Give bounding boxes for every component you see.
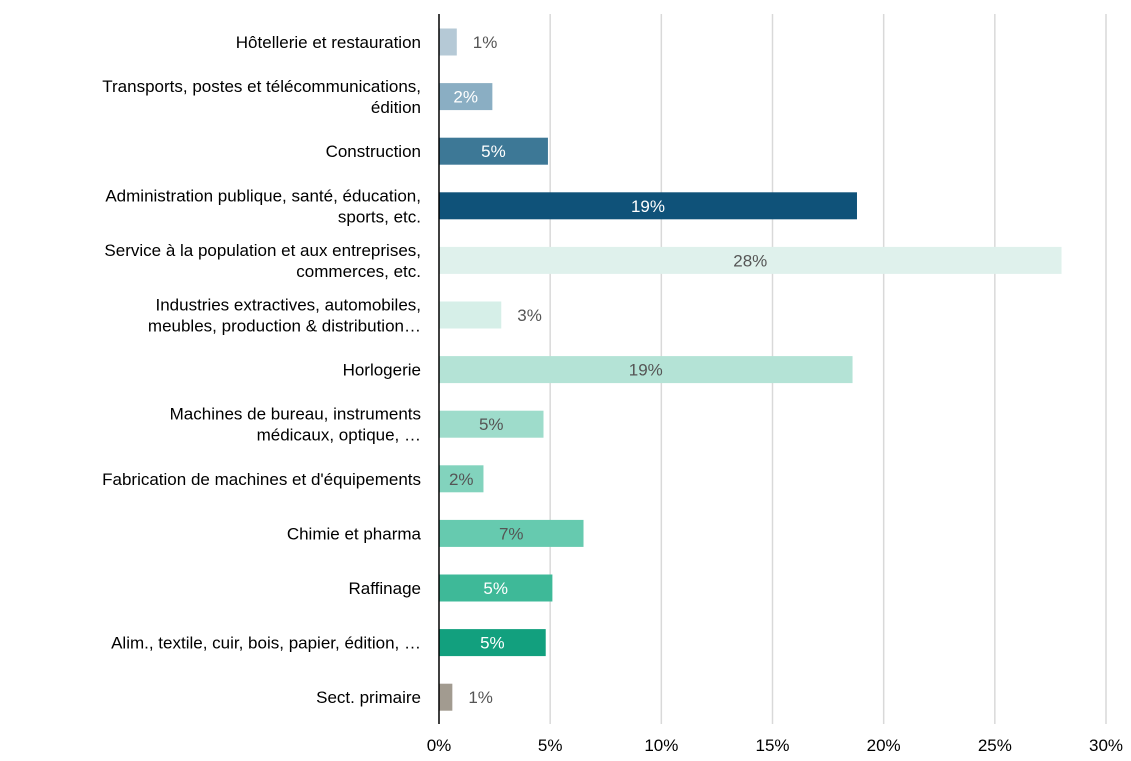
data-label: 1% [468, 688, 493, 707]
bar [439, 246, 1062, 274]
bar [439, 192, 857, 220]
bar [439, 519, 584, 547]
bar [439, 683, 453, 711]
x-tick-label: 5% [538, 736, 563, 755]
data-label: 5% [480, 634, 505, 653]
bar [439, 574, 553, 602]
data-label: 5% [483, 579, 508, 598]
category-label: Fabrication de machines et d'équipements [102, 470, 421, 489]
bar [439, 83, 493, 111]
data-label: 1% [473, 33, 498, 52]
data-label: 5% [481, 142, 506, 161]
category-label: Service à la population et aux entrepris… [104, 241, 421, 260]
category-label: Construction [326, 142, 421, 161]
bar [439, 410, 544, 438]
x-tick-label: 0% [427, 736, 452, 755]
category-label: Horlogerie [343, 361, 421, 380]
bar [439, 28, 457, 56]
data-label: 28% [733, 251, 767, 270]
x-tick-label: 20% [867, 736, 901, 755]
label-layer: 1% Hôtellerie et restauration 2% Transports… [102, 33, 767, 707]
category-label: Administration publique, santé, éducatio… [105, 186, 421, 205]
category-label: Hôtellerie et restauration [236, 33, 421, 52]
bar [439, 137, 548, 165]
x-tick-label: 25% [978, 736, 1012, 755]
category-label: Chimie et pharma [287, 524, 422, 543]
category-label: Alim., textile, cuir, bois, papier, édit… [111, 634, 421, 653]
category-label: édition [371, 98, 421, 117]
data-label: 7% [499, 524, 524, 543]
x-tick-label: 30% [1089, 736, 1123, 755]
data-label: 19% [631, 197, 665, 216]
bar-layer [439, 28, 1062, 711]
category-label: Sect. primaire [316, 688, 421, 707]
category-label: médicaux, optique, … [257, 426, 421, 445]
bar [439, 301, 502, 329]
category-label: Raffinage [349, 579, 421, 598]
category-label: Transports, postes et télécommunications… [102, 77, 421, 96]
axis-layer: 0% 5% 10% 15% 20% 25% 30% [427, 14, 1123, 755]
category-label: meubles, production & distribution… [148, 317, 421, 336]
category-label: sports, etc. [338, 207, 421, 226]
category-label: Industries extractives, automobiles, [155, 296, 421, 315]
data-label: 5% [479, 415, 504, 434]
x-tick-label: 10% [644, 736, 678, 755]
data-label: 19% [629, 361, 663, 380]
bar [439, 356, 853, 384]
category-label: Machines de bureau, instruments [170, 405, 421, 424]
x-tick-label: 15% [755, 736, 789, 755]
data-label: 2% [453, 88, 478, 107]
category-label: commerces, etc. [296, 262, 421, 281]
data-label: 2% [449, 470, 474, 489]
data-label: 3% [517, 306, 542, 325]
bar [439, 465, 484, 493]
bar [439, 629, 546, 657]
